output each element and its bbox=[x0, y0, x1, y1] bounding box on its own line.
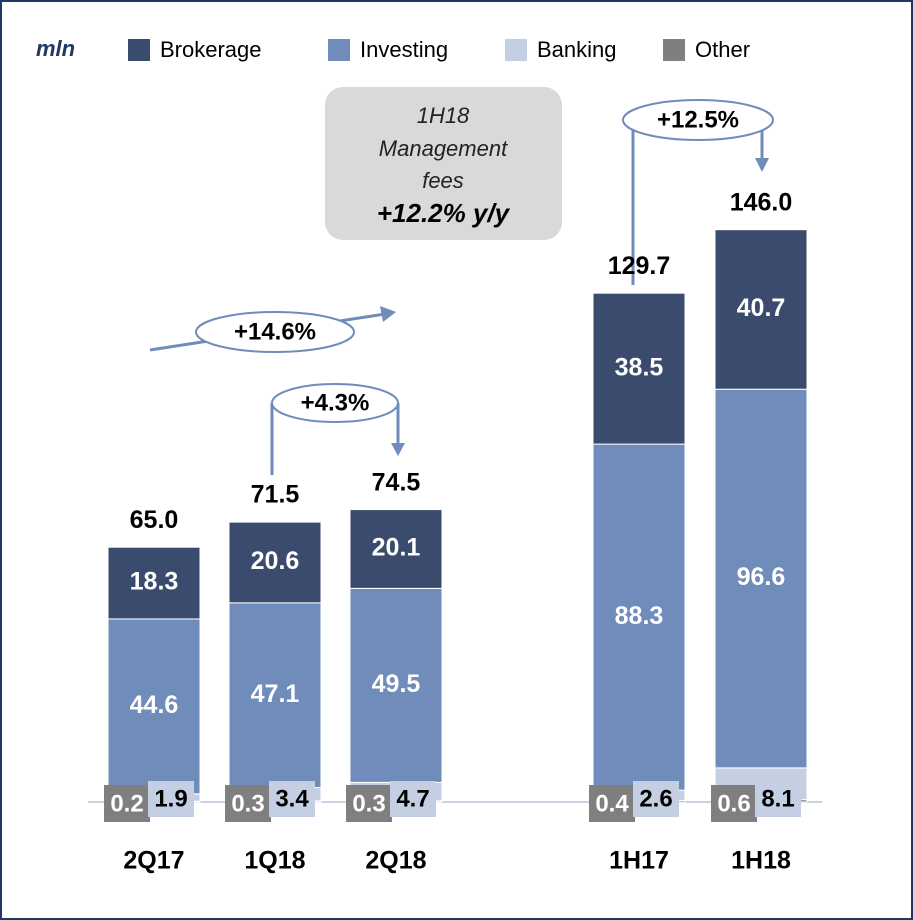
segment-label: 38.5 bbox=[615, 353, 664, 381]
growth-label: +4.3% bbox=[301, 389, 370, 416]
segment-label: 47.1 bbox=[251, 680, 300, 708]
legend-label: Brokerage bbox=[160, 37, 262, 62]
bar-segment bbox=[592, 292, 686, 445]
x-tick-label: 2Q17 bbox=[123, 847, 184, 875]
x-tick-label: 1Q18 bbox=[244, 847, 305, 875]
segment-label: 4.7 bbox=[396, 785, 429, 812]
other-label-box bbox=[711, 785, 757, 822]
banking-label-box bbox=[269, 781, 315, 817]
legend-label: Other bbox=[695, 37, 750, 62]
growth-ovals bbox=[195, 99, 774, 423]
callout-box bbox=[325, 87, 562, 240]
legend-swatch bbox=[128, 39, 150, 61]
bar-segment bbox=[349, 587, 443, 783]
x-tick-label: 1H18 bbox=[731, 847, 791, 875]
bar-segment bbox=[228, 521, 322, 604]
segment-label: 2.6 bbox=[639, 785, 672, 812]
growth-label: +14.6% bbox=[234, 318, 316, 345]
total-label: 71.5 bbox=[251, 480, 300, 508]
x-tick-label: 1H17 bbox=[609, 847, 669, 875]
total-label: 146.0 bbox=[730, 188, 793, 216]
other-label-box bbox=[589, 785, 635, 822]
legend-label: Investing bbox=[360, 37, 448, 62]
banking-label-box bbox=[390, 781, 436, 817]
banking-label-box bbox=[755, 781, 801, 817]
other-label-box bbox=[104, 785, 150, 822]
banking-label-box bbox=[148, 781, 194, 817]
segment-label: 1.9 bbox=[154, 785, 187, 812]
callout-text: 1H18 bbox=[417, 103, 470, 128]
legend-swatch bbox=[663, 39, 685, 61]
arrow-heads bbox=[380, 158, 769, 456]
bar-segment bbox=[714, 388, 808, 769]
segment-label: 0.3 bbox=[231, 790, 264, 817]
banking-label-box bbox=[633, 781, 679, 817]
legend-label: Banking bbox=[537, 37, 617, 62]
callout-text: Management bbox=[379, 136, 508, 161]
segment-label: 0.3 bbox=[352, 790, 385, 817]
callout-text: +12.2% y/y bbox=[377, 198, 511, 228]
x-tick-label: 2Q18 bbox=[365, 847, 426, 875]
bar-segment bbox=[714, 229, 808, 390]
bar-segment bbox=[592, 443, 686, 791]
segment-label: 0.2 bbox=[110, 790, 143, 817]
bar-segment bbox=[349, 509, 443, 589]
growth-label: +12.5% bbox=[657, 106, 739, 133]
segment-label: 3.4 bbox=[275, 785, 309, 812]
segment-label: 49.5 bbox=[372, 670, 421, 698]
bar-segment bbox=[228, 602, 322, 788]
other-label-box bbox=[346, 785, 392, 822]
segment-label: 8.1 bbox=[761, 785, 794, 812]
total-label: 65.0 bbox=[130, 506, 179, 534]
bar-segment bbox=[107, 546, 201, 620]
segment-label: 20.6 bbox=[251, 547, 300, 575]
callout-text: fees bbox=[422, 168, 464, 193]
segment-label: 40.7 bbox=[737, 294, 786, 322]
legend-swatch bbox=[505, 39, 527, 61]
bar-segment bbox=[107, 618, 201, 795]
segment-label: 44.6 bbox=[130, 691, 179, 719]
unit-label: mln bbox=[36, 36, 75, 61]
segment-label: 88.3 bbox=[615, 602, 664, 630]
segment-label: 18.3 bbox=[130, 568, 179, 596]
total-label: 74.5 bbox=[372, 469, 421, 497]
segment-label: 20.1 bbox=[372, 534, 421, 562]
segment-label: 96.6 bbox=[737, 563, 786, 591]
legend-swatch bbox=[328, 39, 350, 61]
other-label-box bbox=[225, 785, 271, 822]
segment-label: 0.4 bbox=[595, 790, 629, 817]
segment-label: 0.6 bbox=[717, 790, 750, 817]
total-label: 129.7 bbox=[608, 252, 671, 280]
